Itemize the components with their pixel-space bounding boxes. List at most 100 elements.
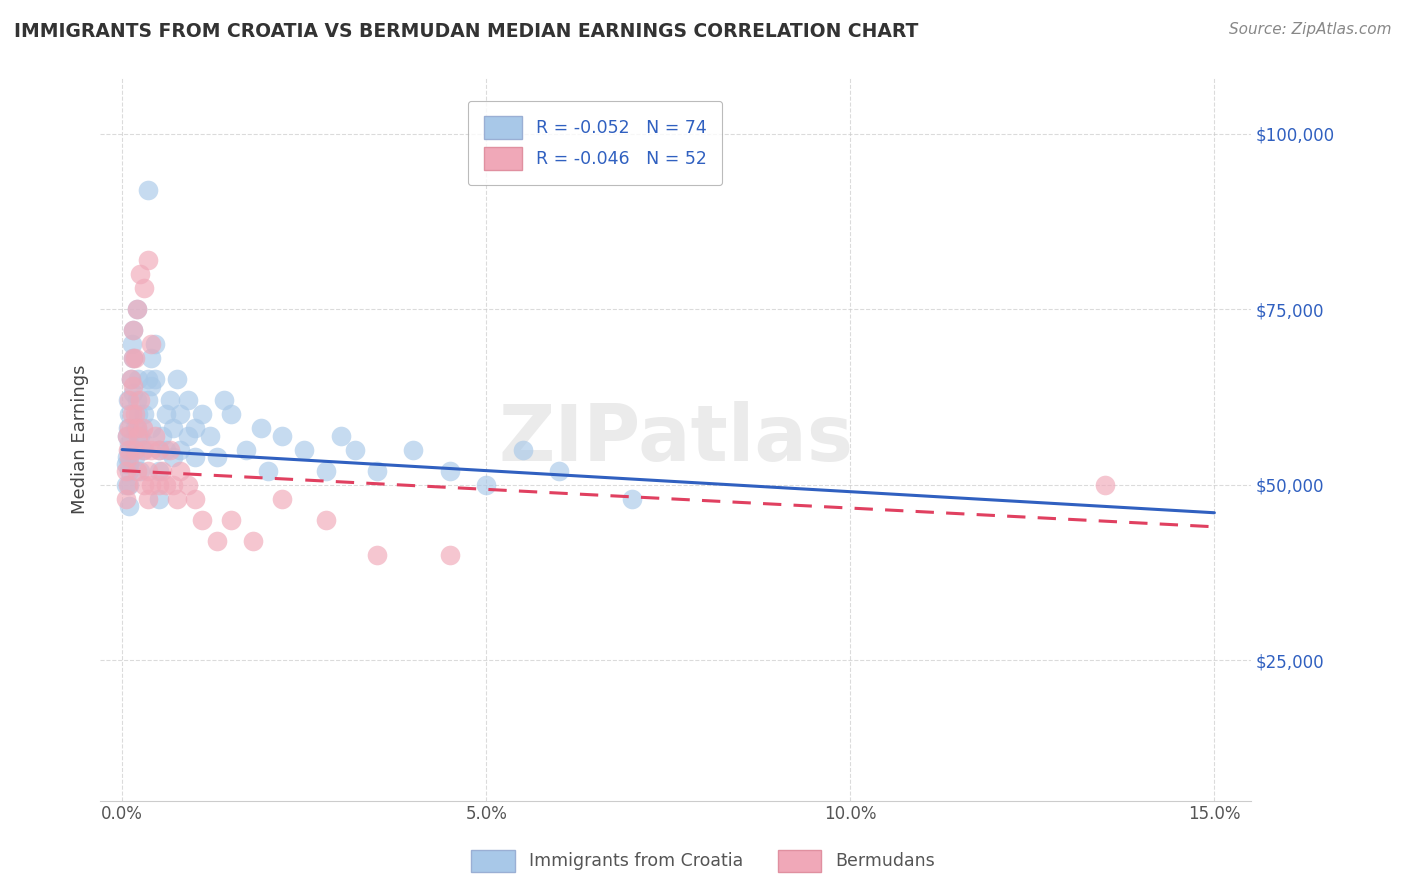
Point xyxy=(124,408,146,422)
Point xyxy=(117,428,139,442)
Point xyxy=(124,450,146,464)
Point xyxy=(205,533,228,548)
Point xyxy=(177,477,200,491)
Point xyxy=(125,464,148,478)
Point xyxy=(118,442,141,457)
Point xyxy=(117,442,139,457)
Point xyxy=(141,351,163,366)
Point xyxy=(198,428,221,442)
Point xyxy=(118,435,141,450)
Text: IMMIGRANTS FROM CROATIA VS BERMUDAN MEDIAN EARNINGS CORRELATION CHART: IMMIGRANTS FROM CROATIA VS BERMUDAN MEDI… xyxy=(14,22,918,41)
Point xyxy=(136,183,159,197)
Point xyxy=(329,428,352,442)
Point xyxy=(366,548,388,562)
Point xyxy=(184,421,207,435)
Point xyxy=(122,323,145,337)
Point xyxy=(125,421,148,435)
Point xyxy=(132,442,155,457)
Point xyxy=(122,351,145,366)
Point xyxy=(129,464,152,478)
Point xyxy=(136,464,159,478)
Point xyxy=(191,513,214,527)
Point xyxy=(512,442,534,457)
Point xyxy=(118,464,141,478)
Point xyxy=(150,428,173,442)
Point xyxy=(169,408,191,422)
Point xyxy=(155,477,177,491)
Point xyxy=(159,442,181,457)
Point xyxy=(118,421,141,435)
Point xyxy=(131,442,153,457)
Point xyxy=(124,442,146,457)
Point xyxy=(125,393,148,408)
Point xyxy=(191,408,214,422)
Point xyxy=(120,372,142,386)
Point xyxy=(150,464,173,478)
Point xyxy=(148,491,170,506)
Point xyxy=(143,337,166,351)
Point xyxy=(131,421,153,435)
Point xyxy=(159,393,181,408)
Point xyxy=(118,408,141,422)
Point xyxy=(402,442,425,457)
Point xyxy=(148,442,170,457)
Point xyxy=(155,442,177,457)
Point xyxy=(136,372,159,386)
Point xyxy=(129,428,152,442)
Point xyxy=(125,421,148,435)
Point xyxy=(118,457,141,471)
Point xyxy=(114,457,136,471)
Point xyxy=(141,442,163,457)
Point xyxy=(117,428,139,442)
Point xyxy=(132,408,155,422)
Point xyxy=(344,442,367,457)
Point xyxy=(143,372,166,386)
Point xyxy=(114,491,136,506)
Point xyxy=(129,267,152,281)
Text: Source: ZipAtlas.com: Source: ZipAtlas.com xyxy=(1229,22,1392,37)
Point xyxy=(124,421,146,435)
Point xyxy=(121,408,143,422)
Point xyxy=(212,393,235,408)
Point xyxy=(125,302,148,317)
Point xyxy=(242,533,264,548)
Point xyxy=(249,421,271,435)
Point xyxy=(221,513,243,527)
Point xyxy=(148,464,170,478)
Point xyxy=(177,428,200,442)
Point xyxy=(136,491,159,506)
Point xyxy=(121,337,143,351)
Y-axis label: Median Earnings: Median Earnings xyxy=(72,364,89,514)
Point xyxy=(117,393,139,408)
Point xyxy=(122,386,145,401)
Point xyxy=(155,408,177,422)
Point xyxy=(117,477,139,491)
Point xyxy=(205,450,228,464)
Point xyxy=(117,421,139,435)
Point xyxy=(292,442,315,457)
Point xyxy=(118,499,141,513)
Point xyxy=(366,464,388,478)
Point xyxy=(256,464,278,478)
Point xyxy=(169,442,191,457)
Point xyxy=(148,477,170,491)
Point xyxy=(315,464,337,478)
Point xyxy=(184,491,207,506)
Point xyxy=(166,372,188,386)
Legend: Immigrants from Croatia, Bermudans: Immigrants from Croatia, Bermudans xyxy=(464,843,942,879)
Point xyxy=(148,442,170,457)
Point xyxy=(177,393,200,408)
Point xyxy=(184,450,207,464)
Point xyxy=(118,450,141,464)
Point xyxy=(132,281,155,295)
Point xyxy=(162,421,184,435)
Point xyxy=(129,393,152,408)
Point xyxy=(221,408,243,422)
Point xyxy=(548,464,571,478)
Point xyxy=(132,435,155,450)
Point xyxy=(315,513,337,527)
Point xyxy=(141,379,163,393)
Point xyxy=(169,464,191,478)
Point xyxy=(141,477,163,491)
Point xyxy=(117,450,139,464)
